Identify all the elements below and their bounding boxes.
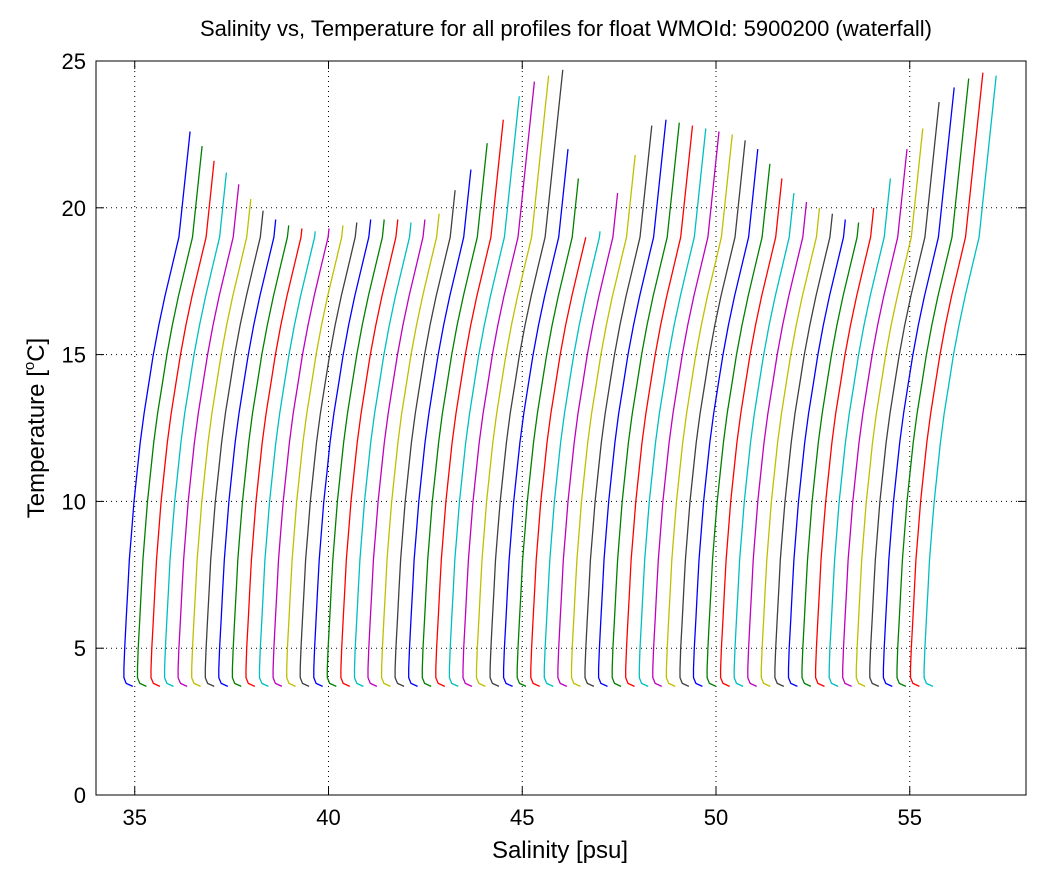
profile-line xyxy=(855,128,924,687)
profile-line xyxy=(150,160,215,687)
profile-line xyxy=(747,201,808,687)
profile-line xyxy=(489,69,564,687)
profile-line xyxy=(353,222,412,687)
profile-line xyxy=(719,178,783,687)
profile-line xyxy=(475,75,550,687)
profile-line xyxy=(814,207,875,687)
profile-line xyxy=(326,219,385,687)
profile-line xyxy=(502,149,569,687)
profile-line xyxy=(909,72,984,687)
profile-line xyxy=(801,222,860,687)
profile-line xyxy=(896,78,970,687)
profile-line xyxy=(204,210,264,687)
y-axis-label: Temperature [oC] xyxy=(21,338,50,518)
profile-line xyxy=(584,125,653,687)
profile-line xyxy=(516,178,580,687)
profile-line xyxy=(652,131,720,687)
profile-line xyxy=(787,219,846,687)
profile-line xyxy=(367,219,426,687)
profile-line xyxy=(611,122,680,687)
gridlines xyxy=(96,61,1026,795)
profile-line xyxy=(448,96,520,687)
profile-line xyxy=(272,228,330,687)
profile-line xyxy=(882,87,955,687)
profile-line xyxy=(828,178,892,687)
profile-line xyxy=(313,219,372,687)
profile-line xyxy=(299,222,358,687)
x-tick-label: 40 xyxy=(316,805,340,830)
y-axis-label-tail: C] xyxy=(23,338,50,362)
profile-line xyxy=(340,219,399,687)
profile-line xyxy=(557,193,619,687)
profile-line xyxy=(842,149,908,687)
profile-line xyxy=(760,207,821,687)
profile-line xyxy=(733,193,795,687)
x-tick-label: 50 xyxy=(704,805,728,830)
profile-line xyxy=(245,228,303,687)
y-tick-label: 25 xyxy=(62,49,86,74)
profile-line xyxy=(462,81,536,687)
y-tick-label: 20 xyxy=(62,196,86,221)
profile-line xyxy=(923,75,997,687)
profile-line xyxy=(408,169,472,687)
x-tick-label: 45 xyxy=(510,805,534,830)
y-tick-label: 0 xyxy=(74,783,86,808)
plot-frame xyxy=(95,60,1027,796)
profile-line xyxy=(530,237,587,687)
profile-line xyxy=(774,213,834,687)
profile-line xyxy=(136,146,203,687)
profile-line xyxy=(191,198,252,687)
profile-line xyxy=(394,190,456,687)
y-tick-label: 15 xyxy=(62,343,86,368)
x-tick-label: 55 xyxy=(898,805,922,830)
profile-line xyxy=(177,184,240,687)
profile-line xyxy=(163,172,228,687)
profile-line xyxy=(638,128,707,687)
chart-title: Salinity vs, Temperature for all profile… xyxy=(200,16,932,41)
profile-line xyxy=(625,125,694,687)
profile-line xyxy=(258,231,316,687)
profile-line xyxy=(123,131,191,687)
profile-line xyxy=(421,143,488,687)
y-tick-label: 5 xyxy=(74,636,86,661)
profile-line xyxy=(231,225,290,687)
profile-line xyxy=(380,213,440,687)
profile-series xyxy=(123,69,997,687)
profile-line xyxy=(570,154,636,687)
profile-line xyxy=(597,119,667,687)
profile-line xyxy=(869,102,940,687)
profile-line xyxy=(286,225,344,687)
profile-line xyxy=(543,231,601,687)
axis-ticks: 35 40 45 50 55 0 5 10 15 20 25 xyxy=(62,49,1026,830)
x-tick-label: 35 xyxy=(123,805,147,830)
profile-line xyxy=(435,119,504,687)
profile-line xyxy=(218,219,277,687)
y-axis-label-superscript: o xyxy=(21,362,38,370)
profile-line xyxy=(665,134,733,687)
x-axis-label: Salinity [psu] xyxy=(492,837,628,864)
profile-line xyxy=(679,140,746,687)
y-axis-label-main: Temperature [ xyxy=(23,370,50,518)
profile-line xyxy=(706,163,771,687)
y-tick-label: 10 xyxy=(62,489,86,514)
profile-line xyxy=(692,149,759,687)
